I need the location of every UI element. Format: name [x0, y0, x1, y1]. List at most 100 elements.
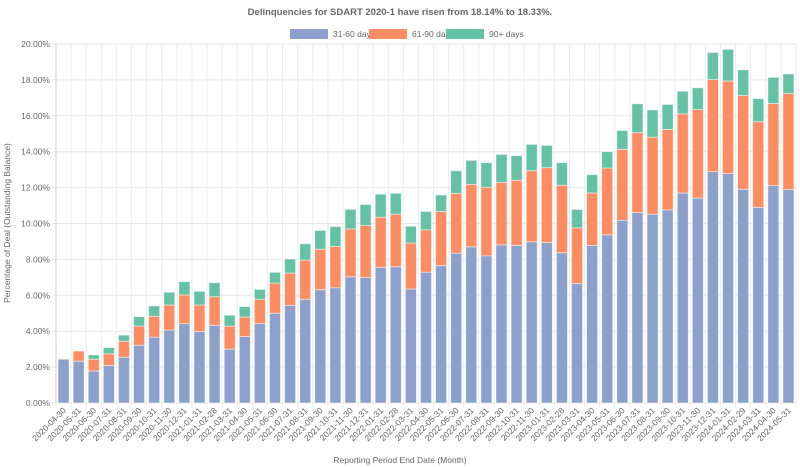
- bar-segment-61-90-days: [72, 350, 85, 362]
- bar-segment-31-60-days: [57, 358, 70, 404]
- bar-segment-90-days: [329, 226, 342, 247]
- bar-segment-31-60-days: [314, 289, 327, 404]
- bar-segment-31-60-days: [676, 192, 689, 404]
- bar-segment-90-days: [238, 306, 251, 318]
- bar-segment-61-90-days: [344, 228, 357, 278]
- bar-segment-90-days: [691, 87, 704, 110]
- y-tick-label: 20.00%: [21, 39, 50, 49]
- bar-segment-90-days: [571, 209, 583, 229]
- bar-segment-61-90-days: [480, 186, 493, 257]
- bar-segment-61-90-days: [178, 294, 191, 325]
- bar-segment-90-days: [420, 211, 432, 231]
- bar-segment-90-days: [435, 194, 448, 212]
- bar-segment-61-90-days: [208, 296, 221, 326]
- bar-segment-61-90-days: [586, 192, 599, 246]
- bar-segment-31-60-days: [178, 323, 191, 404]
- bar-segment-31-60-days: [269, 312, 281, 404]
- bar-segment-90-days: [752, 98, 765, 123]
- bar-segment-90-days: [767, 76, 780, 104]
- bar-segment-31-60-days: [616, 219, 629, 404]
- bar-segment-31-60-days: [435, 265, 448, 404]
- bar-segment-31-60-days: [722, 173, 734, 404]
- bar-segment-61-90-days: [495, 181, 508, 246]
- bar-segment-31-60-days: [404, 288, 417, 404]
- bar-segment-61-90-days: [737, 95, 750, 190]
- y-tick-label: 6.00%: [26, 290, 51, 300]
- bar-segment-61-90-days: [87, 358, 100, 372]
- bar-segment-31-60-days: [691, 197, 704, 404]
- bar-segment-90-days: [646, 109, 659, 138]
- bar-segment-61-90-days: [450, 192, 463, 254]
- bar-segment-90-days: [359, 204, 372, 226]
- bar-segment-31-60-days: [163, 329, 176, 404]
- bar-segment-90-days: [707, 52, 719, 80]
- y-tick-label: 14.00%: [21, 147, 50, 157]
- bar-segment-90-days: [510, 155, 523, 181]
- bar-segment-31-60-days: [359, 276, 372, 404]
- bar-segment-31-60-days: [284, 304, 296, 404]
- bar-segment-31-60-days: [737, 188, 750, 404]
- bar-segment-31-60-days: [253, 323, 266, 404]
- bar-segment-31-60-days: [540, 242, 553, 404]
- bar-segment-31-60-days: [193, 331, 206, 404]
- bar-segment-31-60-days: [208, 324, 221, 404]
- bar-segment-61-90-days: [646, 136, 659, 215]
- bar-segment-90-days: [676, 90, 689, 115]
- bar-segment-61-90-days: [118, 340, 130, 358]
- legend-swatch: [369, 29, 407, 39]
- bar-segment-61-90-days: [661, 129, 674, 211]
- bar-segment-31-60-days: [133, 344, 145, 404]
- bar-segment-90-days: [253, 288, 266, 300]
- legend-swatch: [290, 29, 328, 39]
- y-tick-label: 16.00%: [21, 111, 50, 121]
- bar-segment-90-days: [87, 354, 100, 360]
- y-axis-ticks: 0.00% 2.00% 4.00% 6.00% 8.00% 10.00% 12.00% 14.…: [21, 39, 50, 408]
- bar-segment-31-60-days: [571, 283, 583, 404]
- bar-segment-31-60-days: [480, 255, 493, 404]
- legend: 31-60 days 61-90 days 90+ days: [290, 29, 524, 39]
- bar-segment-90-days: [782, 73, 795, 94]
- chart-title: Delinquencies for SDART 2020-1 have rise…: [248, 7, 553, 18]
- bar-segment-61-90-days: [133, 325, 145, 346]
- bar-segment-31-60-days: [329, 287, 342, 404]
- legend-swatch: [446, 29, 484, 39]
- bar-segment-31-60-days: [389, 266, 402, 404]
- bar-segment-31-60-days: [87, 370, 100, 404]
- legend-label: 31-60 days: [333, 29, 375, 39]
- bar-segment-90-days: [284, 258, 296, 274]
- bar-segment-90-days: [148, 305, 161, 317]
- bar-segment-90-days: [556, 162, 568, 186]
- bar-segment-61-90-days: [676, 113, 689, 194]
- bar-segment-31-60-days: [767, 185, 780, 404]
- bar-segment-31-60-days: [586, 244, 599, 404]
- bar-segment-90-days: [601, 151, 614, 169]
- bar-segment-61-90-days: [540, 167, 553, 243]
- bar-segment-61-90-days: [691, 109, 704, 199]
- bar-segment-90-days: [480, 162, 493, 188]
- bar-segment-90-days: [722, 48, 734, 82]
- bar-segment-31-60-days: [556, 252, 568, 404]
- bar-segment-31-60-days: [707, 171, 719, 404]
- bar-segment-61-90-days: [616, 148, 629, 221]
- bar-segment-61-90-days: [571, 227, 583, 285]
- bar-segment-61-90-days: [601, 167, 614, 236]
- bar-segment-90-days: [465, 159, 478, 185]
- bar-segment-61-90-days: [404, 242, 417, 290]
- bar-segment-90-days: [344, 208, 357, 230]
- bar-segment-61-90-days: [269, 282, 281, 314]
- y-tick-label: 2.00%: [26, 362, 51, 372]
- bars: [57, 48, 795, 404]
- bar-segment-31-60-days: [374, 266, 387, 404]
- bar-segment-61-90-days: [767, 103, 780, 187]
- bar-segment-31-60-days: [782, 189, 795, 404]
- bar-segment-90-days: [178, 281, 191, 296]
- bar-segment-90-days: [102, 347, 115, 355]
- bar-segment-61-90-days: [782, 93, 795, 190]
- bar-segment-31-60-days: [752, 207, 765, 404]
- bar-segment-61-90-days: [465, 183, 478, 248]
- bar-segment-61-90-days: [525, 170, 538, 243]
- bar-segment-61-90-days: [148, 315, 161, 338]
- bar-segment-90-days: [631, 103, 644, 134]
- bar-segment-61-90-days: [420, 229, 432, 273]
